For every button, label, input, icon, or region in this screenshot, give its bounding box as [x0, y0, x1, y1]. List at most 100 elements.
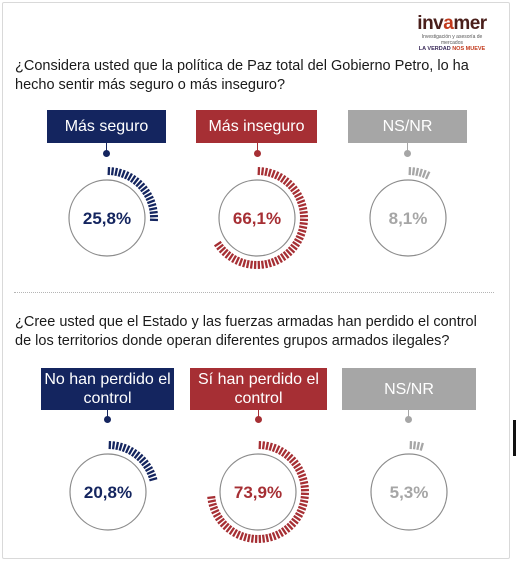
gauge-tick [242, 259, 247, 268]
gauge-tick [288, 520, 297, 528]
gauge-tick [267, 259, 272, 268]
gauge-tick [118, 442, 123, 451]
label-mas-seguro: Más seguro [47, 110, 166, 143]
gauge-tick [144, 466, 154, 472]
gauge-tick [235, 530, 242, 539]
logo-tagline: Investigación y asesoría de mercados [421, 34, 483, 46]
gauge-tick [415, 167, 420, 177]
gauge-tick [292, 240, 301, 248]
gauge-tick [293, 192, 303, 198]
gauge-circle [370, 453, 448, 531]
gauge-tick [111, 441, 116, 450]
gauge-tick [418, 168, 423, 177]
gauge-tick [135, 179, 143, 188]
gauge-tick [296, 508, 305, 515]
gauge-tick [137, 182, 146, 190]
gauge-tick [232, 528, 238, 538]
logo-wordmark: invamer [417, 13, 487, 34]
gauge-tick [293, 462, 302, 470]
gauge-tick [282, 177, 290, 185]
gauge-tick [270, 257, 276, 267]
gauge-tick [214, 514, 223, 522]
gauge-tick [296, 469, 305, 476]
gauge-tick [261, 441, 266, 450]
gauge-tick [123, 171, 130, 180]
gauge-tick [219, 520, 228, 528]
gauge-tick [130, 448, 138, 457]
gauge-tick [146, 469, 155, 476]
gauge-tick [264, 167, 269, 177]
gauge-tick [286, 522, 294, 531]
gauge-tick [295, 195, 304, 202]
gauge-tick [271, 443, 277, 453]
gauge-tick [217, 517, 225, 525]
gauge-tick [243, 533, 248, 542]
gauge-value-label: 5,3% [390, 483, 429, 502]
section-divider [14, 292, 494, 293]
gauge-tick [120, 169, 126, 179]
gauge-tick [412, 441, 417, 450]
gauge-tick [238, 257, 244, 267]
gauge-tick [128, 446, 134, 456]
gauge-tick [132, 177, 140, 185]
gauge-tick [299, 221, 308, 226]
gauge-value-label: 20,8% [84, 483, 132, 502]
gauge-tick [124, 445, 131, 454]
infographic-frame [2, 2, 510, 559]
gauge-tick [273, 256, 280, 265]
gauge-tick [279, 174, 287, 183]
gauge-tick [288, 456, 297, 464]
gauge-tick [234, 256, 241, 265]
gauge-tick [285, 248, 293, 257]
label-si-han-perdido: Sí han perdido el control [190, 368, 327, 410]
stem-dot-mas-inseguro [254, 150, 261, 157]
gauge-tick [245, 259, 250, 269]
gauge-2-1: 20,8% [69, 440, 158, 531]
gauge-tick [146, 199, 156, 205]
gauge-tick [221, 248, 229, 257]
gauge-tick [278, 528, 284, 538]
gauge-value-label: 66,1% [233, 209, 281, 228]
gauge-tick [140, 185, 148, 193]
label-nsnr-2: NS/NR [342, 368, 476, 410]
gauge-tick [207, 499, 217, 504]
gauge-value-label: 8,1% [389, 209, 428, 228]
label-no-han-perdido: No han perdido el control [41, 368, 174, 410]
gauge-tick [411, 167, 416, 176]
gauge-tick [268, 442, 273, 451]
gauge-tick [148, 206, 158, 211]
gauge-tick [277, 172, 283, 182]
gauge-tick [274, 445, 281, 454]
gauge-tick [265, 533, 270, 543]
gauge-2-2: 73,9% [207, 440, 310, 544]
gauge-tick [110, 167, 115, 176]
gauge-tick [149, 210, 158, 215]
gauge-tick [299, 499, 309, 504]
gauge-tick [296, 231, 306, 237]
gauge-tick [419, 442, 424, 451]
gauge-tick [212, 512, 222, 518]
gauge-tick [300, 484, 309, 489]
gauge-tick [298, 206, 308, 211]
gauge-tick [287, 182, 296, 190]
gauge-tick [213, 240, 222, 248]
gauge-tick [295, 234, 304, 241]
gauge-value-label: 25,8% [83, 209, 131, 228]
gauge-tick [278, 446, 284, 456]
gauge-tick [147, 473, 157, 479]
stem-dot-nsnr-2 [405, 416, 412, 423]
gauge-tick [129, 174, 137, 183]
invamer-logo: invamer Investigación y asesoría de merc… [412, 14, 492, 53]
gauge-tick [299, 480, 309, 485]
gauge-tick [416, 441, 421, 451]
gauge-tick [264, 259, 269, 269]
gauge-circle [219, 453, 297, 531]
gauge-tick [261, 534, 266, 543]
stem-dot-no-han-perdido [104, 416, 111, 423]
gauge-tick [231, 254, 237, 264]
gauge-tick [421, 169, 427, 179]
gauge-tick [250, 534, 255, 543]
gauge-tick [227, 253, 235, 262]
gauge-tick [293, 514, 302, 522]
gauge-tick [280, 527, 288, 536]
